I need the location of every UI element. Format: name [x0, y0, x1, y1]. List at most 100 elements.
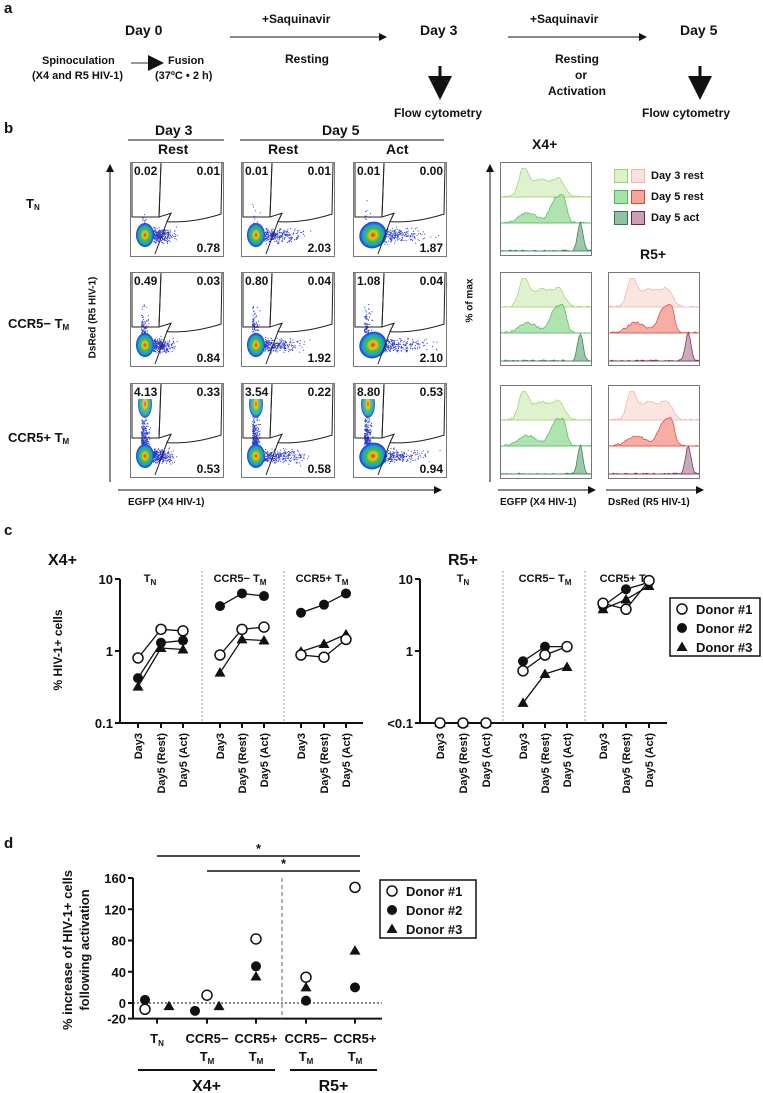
event-dot: [417, 239, 419, 241]
data-point: [300, 971, 312, 983]
event-dot: [142, 329, 144, 331]
event-dot: [157, 347, 159, 349]
event-dot: [154, 455, 156, 457]
event-dot: [252, 325, 254, 327]
event-dot: [387, 348, 389, 350]
group-label-sub: M: [356, 1057, 363, 1066]
event-dot: [390, 232, 392, 234]
event-dot: [144, 426, 146, 428]
event-dot: [275, 232, 277, 234]
event-dot: [276, 238, 278, 240]
event-dot: [299, 351, 301, 353]
event-dot: [366, 317, 368, 319]
event-dot: [365, 442, 367, 444]
event-dot: [159, 341, 161, 343]
event-dot: [366, 443, 368, 445]
event-dot: [366, 421, 368, 423]
event-dot: [279, 346, 281, 348]
event-dot: [399, 338, 401, 340]
event-dot: [168, 344, 170, 346]
chart-title: R5+: [448, 552, 478, 569]
event-dot: [173, 232, 175, 234]
event-dot: [407, 454, 409, 456]
histogram-canvas: [500, 391, 592, 475]
event-dot: [144, 322, 146, 324]
quadrant-percent-ur: 0.04: [418, 274, 444, 288]
event-dot: [289, 240, 291, 242]
event-dot: [283, 232, 285, 234]
event-dot: [154, 451, 156, 453]
event-dot: [414, 228, 416, 230]
event-dot: [295, 454, 297, 456]
event-dot: [269, 237, 271, 239]
event-dot: [286, 242, 288, 244]
event-dot: [386, 455, 388, 457]
event-dot: [265, 453, 267, 455]
event-dot: [267, 234, 269, 236]
event-dot: [303, 458, 305, 460]
event-dot: [279, 347, 281, 349]
event-dot: [403, 451, 405, 453]
event-dot: [153, 340, 155, 342]
event-dot: [146, 325, 148, 327]
event-dot: [417, 344, 419, 346]
event-dot: [162, 457, 164, 459]
histogram-r5: [608, 272, 700, 366]
histogram-x4: [500, 272, 592, 366]
event-dot: [389, 342, 391, 344]
event-dot: [288, 234, 290, 236]
x-tick-label: Day5 (Act): [562, 733, 574, 788]
data-point: [251, 961, 261, 972]
event-dot: [254, 316, 256, 318]
legend-item: Day 5 rest: [614, 190, 704, 204]
event-dot: [167, 460, 169, 462]
quadrant-percent-ur: 0.01: [195, 164, 221, 178]
group-label-text: T: [200, 1049, 208, 1064]
event-dot: [364, 443, 366, 445]
event-dot: [278, 231, 280, 233]
event-dot: [400, 233, 402, 235]
event-dot: [172, 346, 174, 348]
event-dot: [397, 453, 399, 455]
event-dot: [423, 237, 425, 239]
event-dot: [297, 237, 299, 239]
event-dot: [265, 338, 267, 340]
event-dot: [157, 234, 159, 236]
event-dot: [150, 427, 152, 429]
event-dot: [253, 222, 255, 224]
main-population: [247, 444, 265, 468]
event-dot: [271, 454, 273, 456]
event-dot: [269, 347, 271, 349]
event-dot: [268, 350, 270, 352]
event-dot: [405, 234, 407, 236]
event-dot: [278, 345, 280, 347]
event-dot: [366, 424, 368, 426]
event-dot: [396, 453, 398, 455]
event-dot: [267, 239, 269, 241]
event-dot: [268, 241, 270, 243]
event-dot: [286, 233, 288, 235]
event-dot: [162, 238, 164, 240]
event-dot: [387, 460, 389, 462]
event-dot: [145, 433, 147, 435]
event-dot: [257, 442, 259, 444]
event-dot: [156, 234, 158, 236]
timeline-arrows: [131, 33, 712, 100]
event-dot: [157, 459, 159, 461]
event-dot: [264, 343, 266, 345]
x-tick-label: Day5 (Act): [178, 733, 190, 788]
event-dot: [286, 234, 288, 236]
event-dot: [144, 439, 146, 441]
event-dot: [167, 229, 169, 231]
event-dot: [159, 460, 161, 462]
event-dot: [168, 232, 170, 234]
event-dot: [166, 351, 168, 353]
event-dot: [259, 424, 261, 426]
data-point: [237, 588, 247, 599]
data-point: [480, 717, 492, 729]
event-dot: [158, 454, 160, 456]
event-dot: [167, 343, 169, 345]
event-dot: [397, 239, 399, 241]
event-dot: [169, 456, 171, 458]
event-dot: [277, 451, 279, 453]
